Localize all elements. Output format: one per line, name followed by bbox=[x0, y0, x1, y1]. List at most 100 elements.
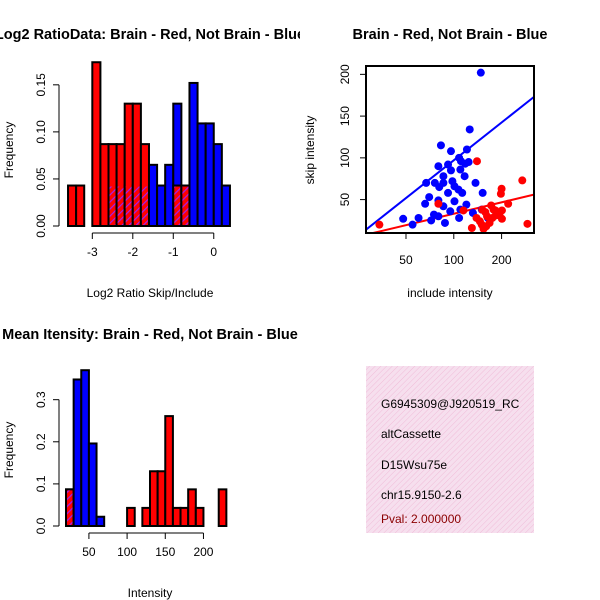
intensity-bar-overlap bbox=[67, 490, 73, 525]
scatter-point bbox=[399, 214, 408, 223]
ratio-bar-brain bbox=[75, 184, 86, 228]
ratio-bar-overlap bbox=[109, 186, 116, 225]
scatter-point bbox=[459, 206, 468, 215]
intensity-bar-brain bbox=[149, 470, 159, 527]
scatter-ylabel: skip intensity bbox=[303, 116, 317, 185]
scatter-point bbox=[472, 157, 481, 166]
intensity-bar-notbrain bbox=[80, 369, 90, 528]
ratio-bar-brain bbox=[91, 61, 102, 228]
ratio-x-tick-label: -3 bbox=[87, 245, 98, 259]
intensity-x-tick-label: 100 bbox=[117, 545, 137, 559]
scatter-xlabel: include intensity bbox=[407, 286, 492, 300]
scatter-plot-frame bbox=[365, 65, 535, 234]
scatter-point bbox=[450, 197, 459, 206]
ratio-bar-notbrain bbox=[212, 143, 223, 227]
scatter-points bbox=[375, 68, 532, 233]
scatter-point bbox=[425, 193, 434, 202]
intensity-y-tick-label: 0.0 bbox=[34, 517, 48, 534]
scatter-point bbox=[455, 213, 464, 222]
scatter-point bbox=[456, 165, 465, 174]
intensity-bar-brain bbox=[164, 415, 174, 527]
intensity-bar-brain bbox=[156, 470, 167, 527]
intensity-histogram-panel: Mean Itensity: Brain - Red, Not Brain - … bbox=[2, 327, 298, 600]
intensity-bar-notbrain bbox=[87, 442, 98, 528]
scatter-x-tick-label: 100 bbox=[444, 253, 464, 267]
scatter-point bbox=[465, 125, 474, 134]
scatter-point bbox=[504, 199, 513, 208]
intensity-bar-notbrain bbox=[72, 378, 83, 528]
ratio-y-tick-label: 0.05 bbox=[34, 167, 48, 191]
ratio-histogram-bars bbox=[67, 61, 231, 228]
intensity-x-tick-label: 150 bbox=[155, 545, 175, 559]
scatter-point bbox=[446, 207, 455, 216]
scatter-y-tick-label: 100 bbox=[338, 148, 352, 168]
scatter-point bbox=[518, 176, 527, 185]
ratio-bar-overlap bbox=[141, 186, 148, 225]
info-gene-name: D15Wsu75e bbox=[381, 458, 447, 472]
ratio-histogram-ylabel: Frequency bbox=[2, 122, 16, 179]
intensity-histogram-bars bbox=[65, 369, 228, 528]
scatter-point bbox=[434, 162, 443, 171]
scatter-point bbox=[444, 188, 453, 197]
ratio-x-tick-label: 0 bbox=[210, 245, 217, 259]
info-probe-id: G6945309@J920519_RC bbox=[381, 397, 520, 411]
intensity-x-tick-label: 200 bbox=[193, 545, 213, 559]
ratio-x-tick-label: -2 bbox=[127, 245, 138, 259]
scatter-point bbox=[375, 220, 384, 229]
ratio-bar-overlap bbox=[133, 186, 140, 225]
ratio-histogram-title: Log2 RatioData: Brain - Red, Not Brain -… bbox=[0, 27, 305, 43]
ratio-y-tick-label: 0.00 bbox=[34, 214, 48, 238]
scatter-point bbox=[497, 214, 506, 223]
scatter-point bbox=[478, 188, 487, 197]
ratio-histogram-panel: Log2 RatioData: Brain - Red, Not Brain -… bbox=[0, 27, 305, 300]
scatter-title: Brain - Red, Not Brain - Blue bbox=[353, 27, 548, 43]
ratio-histogram-xlabel: Log2 Ratio Skip/Include bbox=[87, 286, 214, 300]
ratio-bar-notbrain bbox=[196, 122, 207, 227]
scatter-point bbox=[467, 223, 476, 232]
ratio-bar-notbrain bbox=[147, 163, 159, 228]
ratio-bar-brain bbox=[99, 143, 110, 227]
ratio-bar-overlap bbox=[182, 186, 189, 225]
ratio-y-tick-label: 0.15 bbox=[34, 73, 48, 97]
scatter-point bbox=[436, 141, 445, 150]
intensity-bar-notbrain bbox=[95, 515, 106, 527]
ratio-bar-notbrain bbox=[204, 122, 215, 227]
intensity-bar-brain bbox=[126, 506, 136, 528]
intensity-x-tick-label: 50 bbox=[82, 545, 96, 559]
ratio-bar-overlap bbox=[117, 186, 124, 225]
scatter-x-tick-label: 200 bbox=[492, 253, 512, 267]
intensity-histogram-xlabel: Intensity bbox=[128, 586, 173, 600]
intensity-y-tick-label: 0.1 bbox=[34, 475, 48, 492]
ratio-bar-notbrain bbox=[156, 184, 167, 228]
info-panel: G6945309@J920519_RC altCassette D15Wsu75… bbox=[366, 366, 534, 533]
intensity-bar-brain bbox=[171, 506, 182, 528]
intensity-histogram-axes: 50 100 150 200 0.0 0.1 0.2 0.3 bbox=[34, 391, 214, 559]
intensity-bar-brain bbox=[187, 488, 197, 527]
scatter-point bbox=[461, 159, 470, 168]
scatter-x-tick-label: 50 bbox=[399, 253, 413, 267]
intensity-y-tick-label: 0.2 bbox=[34, 433, 48, 450]
info-location: chr15.9150-2.6 bbox=[381, 488, 462, 502]
scatter-point bbox=[422, 178, 431, 187]
scatter-point bbox=[434, 212, 443, 221]
ratio-y-tick-label: 0.10 bbox=[34, 120, 48, 144]
scatter-point bbox=[462, 145, 471, 154]
ratio-bar-overlap bbox=[174, 186, 181, 225]
scatter-point bbox=[421, 199, 430, 208]
intensity-bar-brain bbox=[141, 506, 151, 528]
scatter-point bbox=[497, 184, 506, 193]
scatter-point bbox=[482, 222, 491, 231]
scatter-y-tick-label: 200 bbox=[338, 64, 352, 84]
scatter-point bbox=[476, 68, 485, 77]
ratio-x-tick-label: -1 bbox=[168, 245, 179, 259]
intensity-histogram-ylabel: Frequency bbox=[2, 422, 16, 479]
info-pval: Pval: 2.000000 bbox=[381, 512, 461, 526]
info-event-type: altCassette bbox=[381, 427, 441, 441]
intensity-scatter-panel: Brain - Red, Not Brain - Blue 50 100 20050… bbox=[303, 27, 547, 300]
ratio-bar-notbrain bbox=[220, 184, 231, 228]
intensity-y-tick-label: 0.3 bbox=[34, 391, 48, 408]
scatter-point bbox=[523, 219, 532, 228]
scatter-point bbox=[408, 220, 417, 229]
scatter-point bbox=[440, 218, 449, 227]
